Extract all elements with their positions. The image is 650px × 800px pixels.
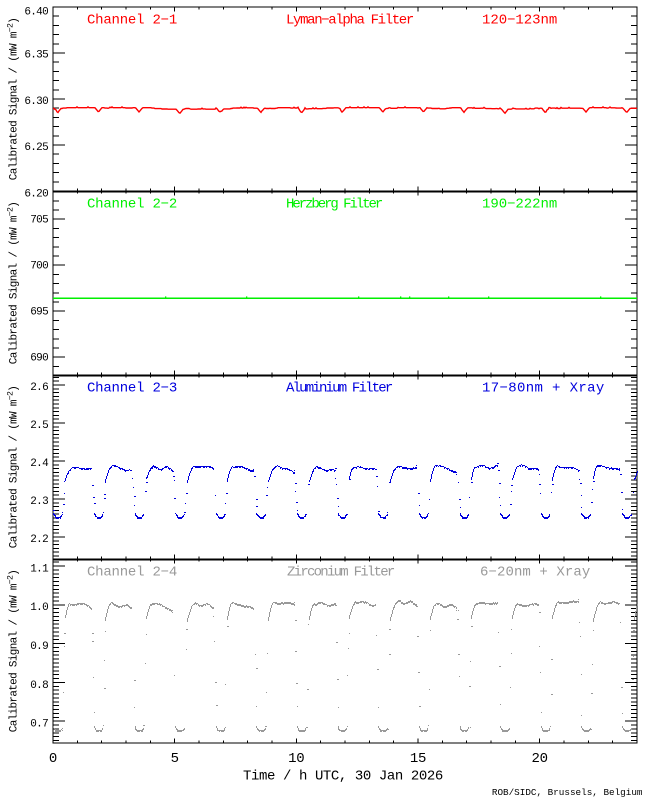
svg-text:Aluminium Filter: Aluminium Filter (286, 380, 393, 396)
svg-text:Calibrated Signal / (mW m−2): Calibrated Signal / (mW m−2) (7, 202, 21, 364)
svg-text:Channel 2−2: Channel 2−2 (87, 196, 177, 212)
svg-text:Herzberg Filter: Herzberg Filter (286, 196, 383, 212)
svg-text:705: 705 (30, 214, 48, 226)
svg-text:2.5: 2.5 (30, 420, 48, 432)
svg-text:Time / h UTC, 30 Jan 2026: Time / h UTC, 30 Jan 2026 (243, 769, 443, 785)
svg-text:2.6: 2.6 (30, 382, 48, 394)
svg-text:Zirconium Filter: Zirconium Filter (287, 564, 395, 580)
svg-text:2.4: 2.4 (30, 458, 49, 470)
svg-text:2.3: 2.3 (30, 496, 48, 508)
svg-text:0.9: 0.9 (30, 641, 48, 653)
svg-text:10: 10 (288, 751, 304, 767)
svg-text:Channel 2−1: Channel 2−1 (87, 12, 177, 28)
svg-text:Calibrated Signal / (mW m−2): Calibrated Signal / (mW m−2) (7, 18, 21, 180)
svg-text:17−80nm + Xray: 17−80nm + Xray (482, 380, 604, 396)
svg-text:ROB/SIDC, Brussels, Belgium: ROB/SIDC, Brussels, Belgium (492, 787, 643, 798)
svg-text:1.1: 1.1 (30, 563, 49, 575)
svg-text:6.25: 6.25 (24, 142, 48, 154)
svg-text:Calibrated Signal / (mW m−2): Calibrated Signal / (mW m−2) (7, 386, 21, 548)
svg-text:6.20: 6.20 (24, 188, 48, 200)
svg-text:6−20nm + Xray: 6−20nm + Xray (480, 564, 590, 580)
svg-text:690: 690 (30, 352, 48, 364)
svg-text:6.35: 6.35 (24, 50, 48, 62)
svg-text:15: 15 (410, 751, 426, 767)
svg-text:5: 5 (171, 751, 179, 767)
svg-text:1.0: 1.0 (30, 602, 48, 614)
svg-text:6.40: 6.40 (24, 7, 48, 19)
svg-text:190−222nm: 190−222nm (482, 196, 557, 212)
svg-text:Channel 2−4: Channel 2−4 (87, 564, 177, 580)
svg-text:120−123nm: 120−123nm (482, 12, 557, 28)
svg-text:0: 0 (49, 751, 57, 767)
svg-text:0.8: 0.8 (30, 680, 48, 692)
svg-text:0.7: 0.7 (30, 719, 48, 731)
svg-text:695: 695 (30, 306, 48, 318)
svg-text:2.2: 2.2 (30, 534, 48, 546)
svg-text:20: 20 (532, 751, 548, 767)
svg-text:Channel 2−3: Channel 2−3 (87, 380, 177, 396)
svg-text:Lyman−alpha Filter: Lyman−alpha Filter (286, 12, 414, 28)
svg-text:Calibrated Signal / (mW m−2): Calibrated Signal / (mW m−2) (7, 570, 21, 732)
svg-text:6.30: 6.30 (24, 96, 48, 108)
svg-text:700: 700 (30, 260, 48, 272)
